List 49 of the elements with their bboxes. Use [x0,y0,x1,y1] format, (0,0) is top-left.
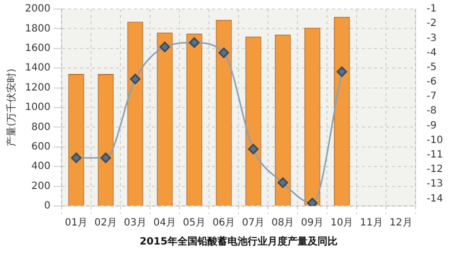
x-tick-label: 01月 [64,218,88,229]
x-tick-label: 06月 [212,218,236,229]
point [189,37,200,48]
y-tick-label: 1200 [24,82,50,94]
y2-tick-label: -10 [426,134,444,146]
point [130,74,140,84]
x-tick-label: 09月 [300,218,324,229]
y2-tick-label: -12 [426,164,444,176]
y-tick-label: 800 [31,122,50,133]
y2-tick-label: -2 [426,18,437,30]
point [160,42,170,52]
y2-tick-label: -3 [426,32,437,44]
y2-tick-label: -7 [426,91,437,102]
y2-tick-label: -11 [426,150,444,161]
y-tick-label: 1600 [24,42,50,54]
x-tick-label: 07月 [242,218,265,229]
text: 2015年全国铅酸蓄电池行业月度产量及同比 [140,236,338,248]
x-tick-label: 10月 [330,218,354,229]
x-tick-label: 08月 [271,218,294,229]
y-tick-label: 400 [31,161,50,172]
point [278,177,288,188]
point [218,48,230,58]
y2-tick-label: -9 [426,120,437,132]
y-tick-label: 2000 [24,4,50,15]
y-tick-label: 200 [31,180,50,192]
x-tick-label: 03月 [124,218,147,229]
point [336,66,348,77]
y2-tick-label: -13 [426,178,444,190]
y-tick-label: 1800 [24,23,50,34]
point [100,152,111,164]
x-tick-label: 04月 [153,218,176,229]
x-tick-label: 02月 [94,218,118,229]
y2-tick-label: -6 [426,76,437,88]
y2-tick-label: -4 [426,47,437,58]
point [248,144,259,154]
x-tick-label: 12月 [390,218,412,229]
y2-tick-label: -8 [426,106,437,117]
y2-tick-label: -1 [426,4,437,15]
y-tick-label: 600 [31,141,50,152]
point [70,152,82,164]
y-tick-label: 1400 [24,62,50,74]
y2-tick-label: -5 [426,62,437,73]
point [307,198,318,206]
y2-tick-label: -14 [426,193,444,204]
y-tick-label: 1000 [24,102,50,114]
x-tick-label: 11月 [360,218,383,229]
y-axis-title: 产量(万千伏安时) [6,68,18,146]
y-tick-label: 0 [44,200,50,212]
x-tick-label: 05月 [182,218,206,229]
